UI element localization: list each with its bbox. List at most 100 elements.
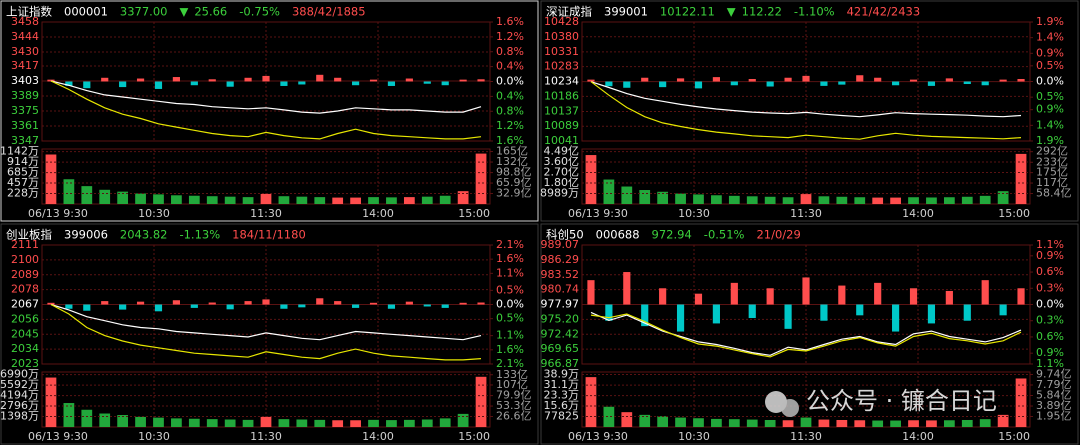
breadth-bar [352, 304, 360, 308]
price-line [590, 311, 1022, 356]
index-panel: 科创50 000688 972.94 -0.51% 21/0/29 989.07 986.2… [540, 223, 1079, 445]
y-tick-label: 3375 [11, 104, 39, 117]
volume-tick-label: 1.80亿 [544, 176, 580, 189]
volume-bar [314, 197, 326, 204]
y-tick-label: 10041 [544, 134, 579, 147]
volume-bar [908, 420, 919, 427]
index-panel: 创业板指 399006 2043.82 -1.13% 184/11/1180 2111 21… [0, 223, 539, 445]
header-change: 25.66 [194, 5, 227, 19]
volume-bar [475, 153, 487, 204]
volume-bar [657, 416, 669, 427]
y-tick-label: 2078 [11, 283, 39, 296]
y-tick-label: 2089 [11, 268, 39, 281]
volume-bar [603, 406, 615, 427]
volume-bar [368, 197, 379, 204]
breadth-bar [352, 81, 360, 86]
amount-tick-label: 58.4亿 [1036, 187, 1072, 200]
volume-bar [800, 194, 812, 204]
breadth-bar [423, 81, 431, 84]
volume-tick-label: 228万 [7, 187, 39, 200]
y-tick-label: 3430 [11, 45, 39, 58]
breadth-bar [623, 272, 631, 305]
volume-tick-label: 38.9万 [544, 368, 580, 381]
volume-bar [836, 419, 848, 427]
volume-bar [639, 190, 651, 204]
breadth-bar [208, 79, 216, 82]
breadth-bar [387, 81, 396, 86]
volume-bar [621, 412, 633, 427]
breadth-bar [280, 81, 288, 86]
amount-tick-label: 165亿 [496, 145, 528, 158]
volume-bar [63, 403, 75, 427]
y-tick-label: 10283 [544, 60, 579, 73]
amount-tick-label: 3.89亿 [1036, 399, 1072, 412]
breadth-bar [459, 79, 467, 82]
header-title: 科创50 [546, 228, 584, 242]
breadth-bar [838, 285, 846, 305]
y2-tick-label: 1.6% [496, 343, 524, 356]
breadth-bar [766, 81, 774, 87]
volume-bar [188, 195, 200, 204]
breadth-bar [856, 304, 864, 316]
breadth-bar [838, 81, 846, 85]
breadth-bar [945, 290, 953, 305]
y-tick-label: 972.42 [541, 327, 580, 340]
x-tick-label: 15:00 [458, 207, 490, 220]
x-tick-label: 10:30 [678, 207, 710, 220]
volume-tick-label: 2.70亿 [544, 166, 580, 179]
volume-bar [926, 197, 937, 204]
breadth-bar [605, 304, 613, 321]
header-title: 创业板指 [6, 228, 52, 242]
volume-tick-label: 4194万 [0, 389, 39, 402]
volume-bar [890, 420, 901, 427]
y-tick-label: 3444 [11, 30, 39, 43]
breadth-bar [298, 304, 306, 308]
volume-bar [350, 197, 361, 204]
volume-bar [81, 409, 93, 427]
y2-tick-label: 0.8% [496, 104, 524, 117]
volume-bar [818, 419, 830, 427]
volume-tick-label: 15.6万 [544, 399, 580, 412]
x-tick-label: 14:00 [902, 430, 934, 443]
breadth-bar [172, 300, 180, 305]
volume-bar [1015, 153, 1027, 204]
y-tick-label: 10089 [544, 119, 579, 132]
volume-bar [800, 417, 812, 427]
y2-tick-label: 0.0% [496, 298, 524, 311]
y2-tick-label: 2.1% [496, 357, 524, 370]
breadth-bar [83, 81, 91, 89]
breadth-bar [226, 304, 234, 310]
header-price: 2043.82 [120, 228, 168, 242]
y2-tick-label: 0.5% [496, 283, 524, 296]
header-price: 972.94 [652, 228, 692, 242]
breadth-bar [874, 282, 882, 305]
volume-bar [818, 196, 830, 204]
breadth-bar [83, 304, 91, 311]
amount-tick-label: 292亿 [1036, 145, 1068, 158]
volume-bar [711, 195, 722, 204]
volume-bar [979, 195, 991, 204]
volume-bar [242, 197, 254, 204]
breadth-bar [441, 81, 449, 86]
header-price: 3377.00 [120, 5, 168, 19]
header-code: 000001 [64, 5, 108, 19]
volume-bar [475, 376, 487, 427]
y-tick-label: 3458 [11, 15, 39, 28]
y2-tick-label: 1.6% [496, 252, 524, 265]
amount-tick-label: 175亿 [1036, 166, 1068, 179]
volume-bar [171, 418, 182, 427]
volume-bar [746, 419, 758, 427]
amount-tick-label: 133亿 [496, 368, 528, 381]
y-tick-label: 969.65 [541, 342, 580, 355]
volume-bar [728, 419, 740, 427]
volume-bar [206, 419, 218, 427]
breadth-bar [190, 304, 198, 308]
panel-frame [540, 223, 1079, 445]
amount-tick-label: 117亿 [1036, 176, 1068, 189]
volume-bar [997, 191, 1009, 204]
volume-bar [1015, 378, 1027, 427]
volume-bar [135, 416, 146, 427]
breadth-bar [316, 298, 324, 305]
x-tick-label: 11:30 [790, 430, 822, 443]
amount-tick-label: 5.84亿 [1036, 389, 1072, 402]
